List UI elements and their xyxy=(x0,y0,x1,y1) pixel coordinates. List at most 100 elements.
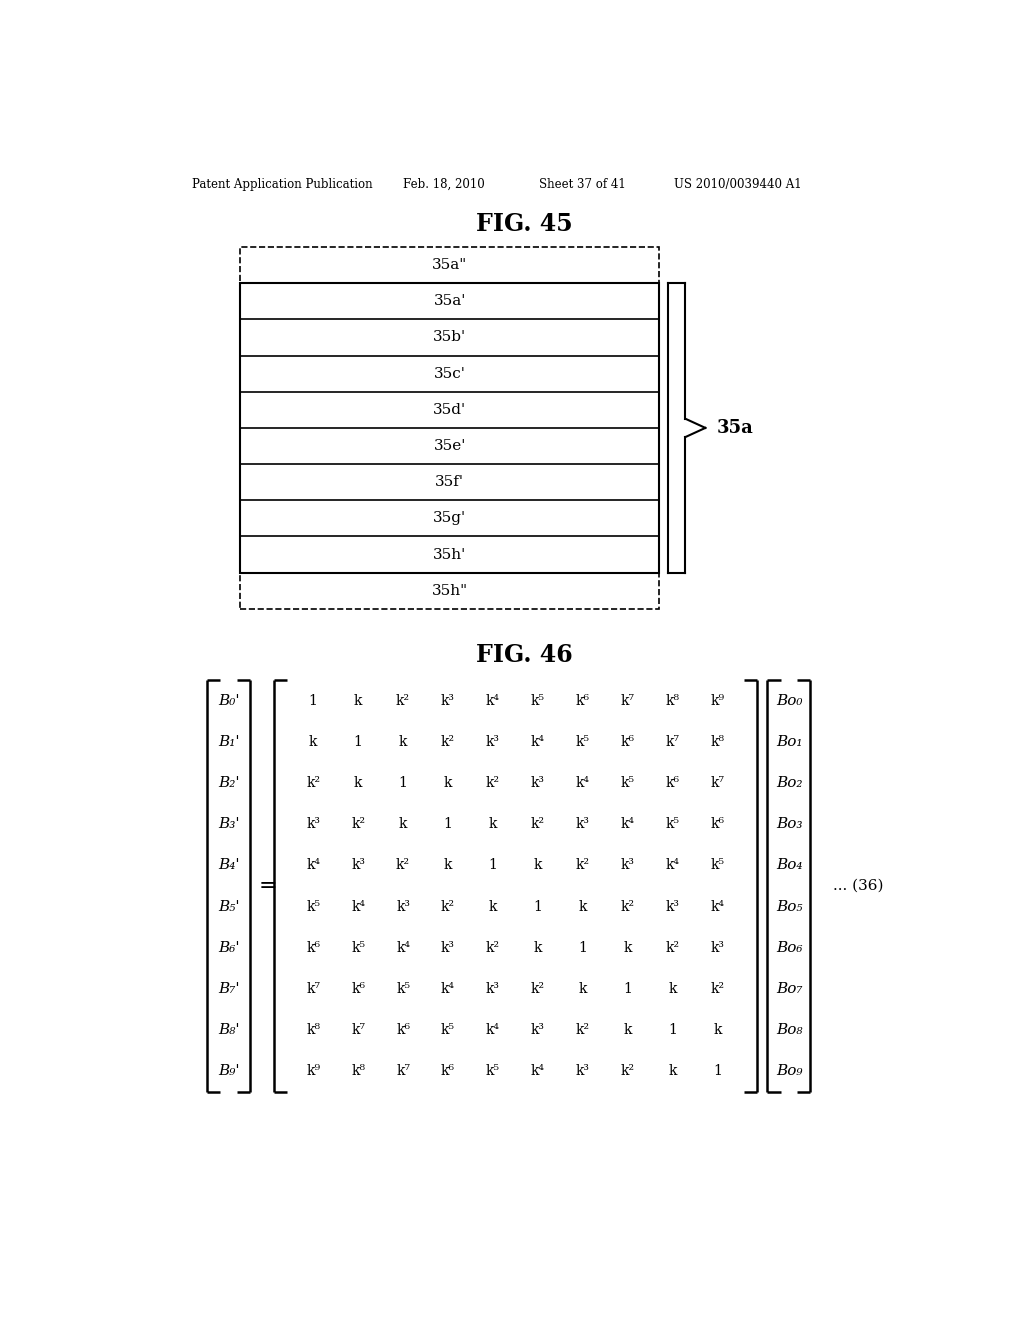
Text: k: k xyxy=(669,1064,677,1078)
Text: Bo₉: Bo₉ xyxy=(776,1064,803,1078)
Text: k³: k³ xyxy=(306,817,321,832)
Text: 35b': 35b' xyxy=(433,330,466,345)
Text: k⁵: k⁵ xyxy=(666,817,680,832)
Text: k: k xyxy=(534,941,543,954)
Text: Bo₄: Bo₄ xyxy=(776,858,803,873)
Text: k: k xyxy=(399,817,408,832)
Text: 35f': 35f' xyxy=(435,475,464,490)
Text: k⁶: k⁶ xyxy=(396,1023,411,1038)
Text: k⁸: k⁸ xyxy=(666,694,680,708)
Text: 1: 1 xyxy=(353,735,362,750)
Text: B₃': B₃' xyxy=(218,817,240,832)
Text: B₉': B₉' xyxy=(218,1064,240,1078)
Text: k²: k² xyxy=(530,817,545,832)
Text: k⁶: k⁶ xyxy=(666,776,680,791)
Text: FIG. 46: FIG. 46 xyxy=(476,644,573,668)
Text: k⁵: k⁵ xyxy=(396,982,411,995)
Text: 35e': 35e' xyxy=(433,440,466,453)
Text: k: k xyxy=(488,817,498,832)
Text: B₇': B₇' xyxy=(218,982,240,995)
Text: 35a": 35a" xyxy=(432,257,467,272)
Text: Bo₀: Bo₀ xyxy=(776,694,803,708)
Text: 1: 1 xyxy=(579,941,588,954)
Bar xyxy=(241,284,658,573)
Text: Bo₂: Bo₂ xyxy=(776,776,803,791)
Text: k²: k² xyxy=(575,1023,590,1038)
Text: k⁵: k⁵ xyxy=(441,1023,455,1038)
Text: B₈': B₈' xyxy=(218,1023,240,1038)
Text: k⁴: k⁴ xyxy=(621,817,635,832)
Text: k²: k² xyxy=(441,900,455,913)
Text: k⁵: k⁵ xyxy=(531,694,545,708)
Text: k⁴: k⁴ xyxy=(441,982,455,995)
Text: k²: k² xyxy=(530,982,545,995)
Text: k⁷: k⁷ xyxy=(621,694,635,708)
Text: k⁴: k⁴ xyxy=(396,941,411,954)
Text: k³: k³ xyxy=(575,1064,590,1078)
Text: Bo₆: Bo₆ xyxy=(776,941,803,954)
Text: 1: 1 xyxy=(309,694,317,708)
Text: k⁶: k⁶ xyxy=(306,941,321,954)
Text: k⁶: k⁶ xyxy=(575,694,590,708)
Text: k: k xyxy=(443,776,453,791)
Text: B₂': B₂' xyxy=(218,776,240,791)
Text: k⁴: k⁴ xyxy=(711,900,725,913)
Text: k: k xyxy=(579,982,587,995)
Text: k²: k² xyxy=(666,941,680,954)
Text: k: k xyxy=(443,858,453,873)
Text: k⁷: k⁷ xyxy=(351,1023,366,1038)
Text: Bo₃: Bo₃ xyxy=(776,817,803,832)
Text: Bo₇: Bo₇ xyxy=(776,982,803,995)
Text: k³: k³ xyxy=(531,1023,545,1038)
Text: Feb. 18, 2010: Feb. 18, 2010 xyxy=(403,178,485,190)
Text: k⁴: k⁴ xyxy=(575,776,590,791)
Text: 35h': 35h' xyxy=(433,548,466,561)
Text: B₄': B₄' xyxy=(218,858,240,873)
Text: k⁴: k⁴ xyxy=(486,1023,500,1038)
Text: Bo₅: Bo₅ xyxy=(776,900,803,913)
Text: k: k xyxy=(624,941,632,954)
Text: k⁵: k⁵ xyxy=(486,1064,500,1078)
Text: k²: k² xyxy=(396,858,411,873)
Text: k⁹: k⁹ xyxy=(711,694,725,708)
Text: 1: 1 xyxy=(488,858,498,873)
Text: 1: 1 xyxy=(443,817,453,832)
Text: 1: 1 xyxy=(714,1064,722,1078)
Text: Patent Application Publication: Patent Application Publication xyxy=(191,178,372,190)
Text: k²: k² xyxy=(575,858,590,873)
Text: 35a': 35a' xyxy=(433,294,466,309)
Text: k⁸: k⁸ xyxy=(711,735,725,750)
Text: 1: 1 xyxy=(624,982,632,995)
Text: 1: 1 xyxy=(398,776,408,791)
Text: k⁴: k⁴ xyxy=(666,858,680,873)
Text: B₀': B₀' xyxy=(218,694,240,708)
Text: k⁶: k⁶ xyxy=(711,817,725,832)
Text: k⁹: k⁹ xyxy=(306,1064,321,1078)
Text: FIG. 45: FIG. 45 xyxy=(476,213,573,236)
Text: k: k xyxy=(714,1023,722,1038)
Text: k²: k² xyxy=(711,982,725,995)
Text: k⁶: k⁶ xyxy=(621,735,635,750)
Text: 1: 1 xyxy=(669,1023,677,1038)
Text: B₅': B₅' xyxy=(218,900,240,913)
Text: k⁵: k⁵ xyxy=(306,900,321,913)
Text: k: k xyxy=(354,694,362,708)
Text: k⁸: k⁸ xyxy=(351,1064,366,1078)
Text: k⁴: k⁴ xyxy=(306,858,321,873)
Text: k: k xyxy=(624,1023,632,1038)
Text: Bo₁: Bo₁ xyxy=(776,735,803,750)
Text: k⁷: k⁷ xyxy=(396,1064,411,1078)
Text: ... (36): ... (36) xyxy=(834,879,884,894)
Text: k³: k³ xyxy=(621,858,635,873)
Text: k³: k³ xyxy=(396,900,411,913)
Text: k⁵: k⁵ xyxy=(351,941,366,954)
Text: k³: k³ xyxy=(351,858,366,873)
Text: k³: k³ xyxy=(711,941,725,954)
Text: k²: k² xyxy=(621,1064,635,1078)
Text: k⁴: k⁴ xyxy=(486,694,500,708)
Text: k⁴: k⁴ xyxy=(531,735,545,750)
Text: k⁵: k⁵ xyxy=(575,735,590,750)
Bar xyxy=(241,247,658,609)
Text: k²: k² xyxy=(306,776,321,791)
Text: k⁸: k⁸ xyxy=(306,1023,321,1038)
